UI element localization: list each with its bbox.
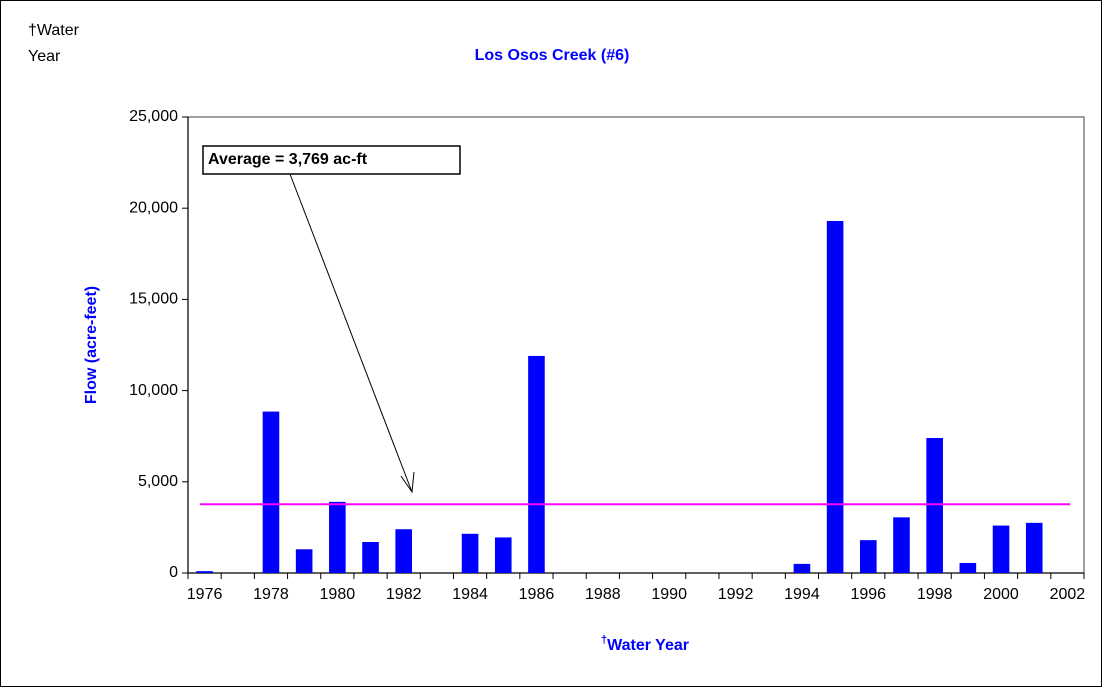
bar <box>992 525 1010 573</box>
corner-label: Year <box>28 48 61 65</box>
bar <box>528 355 545 573</box>
y-tick-label: 15,000 <box>129 291 178 308</box>
bar <box>395 529 412 573</box>
y-tick-label: 5,000 <box>138 473 178 490</box>
x-axis-label-text: Water Year <box>607 637 689 654</box>
x-tick-label: 1990 <box>651 586 687 603</box>
x-tick-label: 1988 <box>585 586 621 603</box>
x-axis-label: †Water Year <box>601 634 689 654</box>
bar <box>196 571 213 573</box>
bar <box>926 438 943 573</box>
x-tick-label: 1996 <box>850 586 886 603</box>
annotation-arrow <box>289 173 413 493</box>
bar <box>793 563 811 573</box>
x-tick-label: 1994 <box>784 586 820 603</box>
y-tick-label: 0 <box>169 564 178 581</box>
x-axis-label-mark: † <box>601 634 607 646</box>
x-tick-label: 1978 <box>253 586 289 603</box>
bar <box>362 541 379 573</box>
annotation-box <box>202 145 461 175</box>
y-axis-label: Flow (acre-feet) <box>83 286 100 404</box>
y-tick-label: 10,000 <box>129 382 178 399</box>
annotation-arrowhead <box>400 471 415 494</box>
annotation: Average = 3,769 ac-ft <box>208 151 368 168</box>
x-tick-label: 2000 <box>983 586 1019 603</box>
bar <box>295 549 313 573</box>
x-tick-label: 1976 <box>187 586 223 603</box>
chart-title: Los Osos Creek (#6) <box>475 47 630 64</box>
x-tick-label: 1992 <box>718 586 754 603</box>
bar <box>893 517 910 573</box>
bar <box>262 411 280 573</box>
bar <box>329 501 346 573</box>
x-tick-label: 1980 <box>320 586 356 603</box>
bar <box>461 533 479 573</box>
x-tick-label: 1986 <box>519 586 555 603</box>
x-tick-label: 1998 <box>917 586 953 603</box>
bar <box>959 562 977 573</box>
x-tick-label: 2002 <box>1050 586 1086 603</box>
bar <box>1025 522 1043 573</box>
bar <box>860 540 877 573</box>
y-tick-label: 25,000 <box>129 108 178 125</box>
x-tick-label: 1984 <box>452 586 488 603</box>
bar <box>826 220 844 573</box>
y-tick-label: 20,000 <box>129 199 178 216</box>
x-tick-label: 1982 <box>386 586 422 603</box>
bar <box>494 537 512 573</box>
corner-label: †Water <box>28 22 80 39</box>
